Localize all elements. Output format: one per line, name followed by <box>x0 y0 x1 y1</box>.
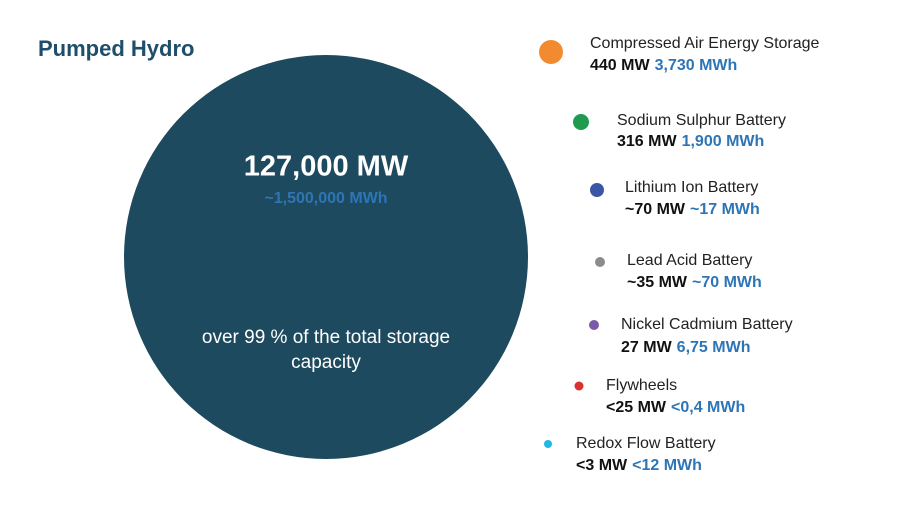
item-values: ~35 MW ~70 MWh <box>627 274 762 291</box>
item-power: 440 MW <box>590 57 650 74</box>
item-name: Compressed Air Energy Storage <box>590 35 820 52</box>
title: Pumped Hydro <box>38 36 194 61</box>
item-power: ~70 MW <box>625 201 686 218</box>
item-name: Sodium Sulphur Battery <box>617 112 786 129</box>
item-values: 27 MW 6,75 MWh <box>621 339 750 356</box>
item-values: <3 MW <12 MWh <box>576 457 702 474</box>
item-name: Lithium Ion Battery <box>625 179 758 196</box>
item-energy: 6,75 MWh <box>677 339 751 356</box>
main-share: capacity <box>291 352 361 373</box>
item-energy: ~70 MWh <box>692 274 762 291</box>
main-share: over 99 % of the total storage <box>202 327 450 348</box>
item-dot <box>544 440 552 448</box>
item-values: <25 MW <0,4 MWh <box>606 399 745 416</box>
item-dot <box>595 257 605 267</box>
item-power: <3 MW <box>576 457 628 474</box>
item-energy: <12 MWh <box>632 457 702 474</box>
item-name: Nickel Cadmium Battery <box>621 316 793 333</box>
main-power: 127,000 MW <box>244 151 409 183</box>
item-energy: 3,730 MWh <box>655 57 738 74</box>
item-dot <box>573 114 589 130</box>
item-power: <25 MW <box>606 399 667 416</box>
item-name: Flywheels <box>606 377 677 394</box>
item-dot <box>590 183 604 197</box>
item-values: ~70 MW ~17 MWh <box>625 201 760 218</box>
item-values: 316 MW 1,900 MWh <box>617 133 764 150</box>
item-energy: ~17 MWh <box>690 201 760 218</box>
item-energy: 1,900 MWh <box>682 133 765 150</box>
main-energy: ~1,500,000 MWh <box>264 190 387 207</box>
item-power: ~35 MW <box>627 274 688 291</box>
item-power: 27 MW <box>621 339 673 356</box>
item-name: Lead Acid Battery <box>627 252 752 269</box>
item-energy: <0,4 MWh <box>671 399 745 416</box>
item-list: Compressed Air Energy Storage 440 MW 3,730… <box>539 35 820 474</box>
item-power: 316 MW <box>617 133 677 150</box>
item-dot <box>539 40 563 64</box>
main-circle <box>124 55 528 459</box>
item-dot <box>574 381 584 391</box>
item-values: 440 MW 3,730 MWh <box>590 57 737 74</box>
item-dot <box>589 320 599 330</box>
item-name: Redox Flow Battery <box>576 435 716 452</box>
